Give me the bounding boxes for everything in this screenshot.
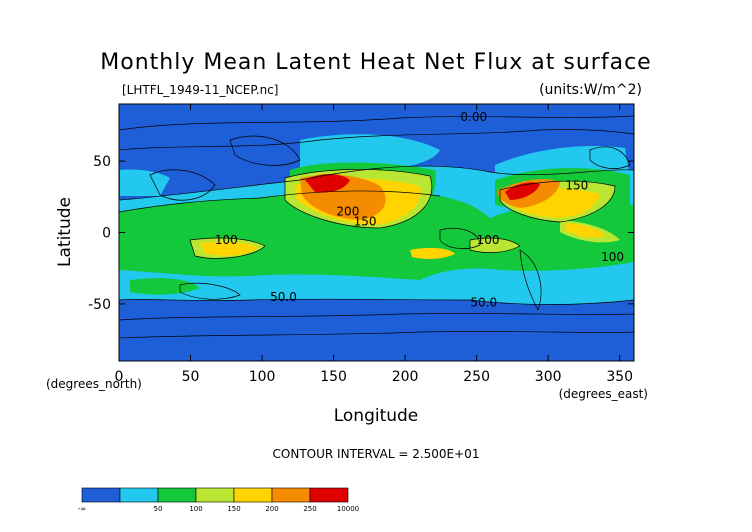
y-tick-label: -50: [88, 297, 111, 313]
contour-label: 50.0: [270, 290, 297, 304]
contour-label: 100: [215, 233, 238, 247]
x-tick-label: 200: [392, 369, 419, 385]
colorbar-swatch: [271, 487, 311, 503]
y-axis: 50 0 -50: [88, 154, 634, 313]
x-tick-label: 350: [606, 369, 633, 385]
y-tick-label: 0: [102, 226, 111, 242]
contour-interval-text: CONTOUR INTERVAL = 2.500E+01: [273, 447, 480, 461]
colorbar-label: -∞: [78, 505, 86, 513]
colorbar-swatch: [309, 487, 349, 503]
x-tick-label: 100: [249, 369, 276, 385]
colorbar-swatch: [157, 487, 197, 503]
colorbar-swatch: [195, 487, 235, 503]
colorbar-label: 50: [154, 505, 163, 513]
y-axis-label: Latitude: [55, 197, 75, 267]
contour-label: 150: [354, 214, 377, 228]
y-tick-label: 50: [93, 154, 111, 170]
contour-lines: [119, 115, 634, 339]
x-axis-label: Longitude: [334, 406, 419, 426]
x-tick-label: 0: [115, 369, 124, 385]
contour-label: 150: [565, 179, 588, 193]
colorbar-swatch: [233, 487, 273, 503]
contour-label: 100: [601, 250, 624, 264]
x-tick-label: 50: [182, 369, 200, 385]
x-tick-label: 250: [463, 369, 490, 385]
colorbar-swatch: [81, 487, 121, 503]
x-axis: 0 50 100 150 200 250 300 350: [115, 104, 633, 385]
colorbar-label: 100: [189, 505, 202, 513]
colorbar: 50 100 150 200 250 10000 -∞: [78, 487, 359, 513]
y-axis-unit: (degrees_north): [46, 377, 142, 391]
colorbar-label: 150: [227, 505, 240, 513]
x-axis-unit: (degrees_east): [559, 387, 648, 401]
chart-subtitle-left: [LHTFL_1949-11_NCEP.nc]: [122, 83, 278, 97]
contour-label: 50.0: [470, 296, 497, 310]
colorbar-swatch: [119, 487, 159, 503]
chart-title: Monthly Mean Latent Heat Net Flux at sur…: [100, 50, 651, 75]
contour-label: 0.00: [460, 110, 487, 124]
colorbar-label: 200: [265, 505, 278, 513]
x-tick-label: 150: [320, 369, 347, 385]
colorbar-label: 250: [303, 505, 316, 513]
chart-subtitle-right: (units:W/m^2): [539, 82, 642, 98]
contour-label: 100: [477, 233, 500, 247]
x-tick-label: 300: [535, 369, 562, 385]
contour-label: 200: [336, 204, 359, 218]
colorbar-label: 10000: [337, 505, 359, 513]
